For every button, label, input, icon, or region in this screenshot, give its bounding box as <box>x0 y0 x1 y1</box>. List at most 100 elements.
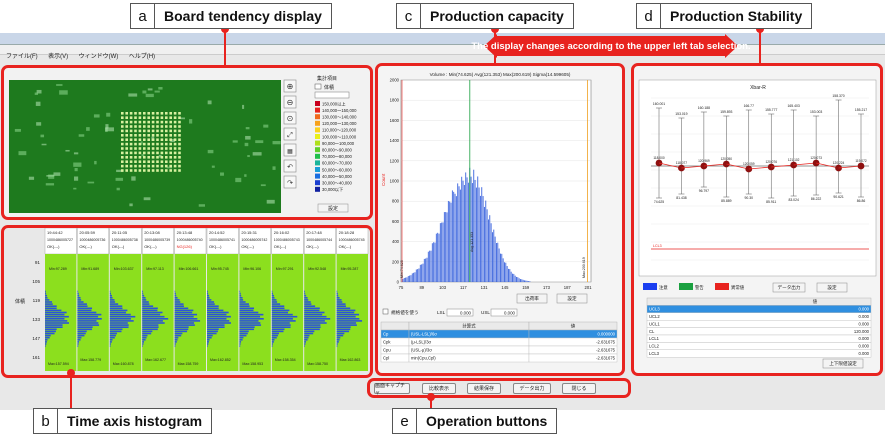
stability-setting-button[interactable] <box>816 282 848 293</box>
time-hist-bin <box>304 305 316 307</box>
board-pad <box>198 204 206 207</box>
time-hist-bin <box>174 315 194 318</box>
zoom-toolbar[interactable]: ⊕ ⊖ ⊙ ⤢ ▦ ↶ ↷ <box>283 79 297 189</box>
redo-icon[interactable] <box>283 175 297 189</box>
stability-table-row[interactable] <box>646 334 872 343</box>
stability-table-row[interactable] <box>646 327 872 336</box>
expand-icon[interactable] <box>283 127 297 141</box>
stability-table-row[interactable] <box>646 342 872 350</box>
capacity-bar <box>475 187 477 282</box>
zoom-fit-icon[interactable] <box>283 111 297 125</box>
bga-pad <box>156 164 159 168</box>
menu-help[interactable]: ヘルプ(H) <box>128 54 156 60</box>
xbar-point[interactable] <box>790 161 798 169</box>
time-hist-bin <box>77 315 99 318</box>
capacity-y-tick: 200 <box>392 259 400 264</box>
data-output-button[interactable]: データ出力 <box>513 383 551 394</box>
capacity-bar <box>450 202 452 282</box>
legend-select[interactable] <box>314 91 350 99</box>
time-hist-column-header[interactable] <box>141 228 174 255</box>
time-hist-column-header[interactable] <box>44 228 77 255</box>
capacity-bar <box>524 280 525 282</box>
time-hist-column-header[interactable] <box>174 228 207 255</box>
time-hist-bin <box>109 326 129 328</box>
label-c-key: c <box>397 4 421 28</box>
menu-file[interactable]: ファイル(F) <box>6 54 38 60</box>
time-hist-column-header[interactable] <box>239 228 271 255</box>
bga-pad <box>129 151 133 155</box>
time-hist-bin <box>142 326 159 328</box>
bga-pad <box>134 112 137 115</box>
capture-button[interactable]: 画面キャプチャ <box>374 383 410 396</box>
legend-check-label: 体積 <box>324 84 334 91</box>
time-hist-column-header[interactable] <box>336 228 369 255</box>
range-top-label: 165.403 <box>788 104 800 108</box>
connector-dot-e <box>427 393 435 401</box>
time-hist-bin <box>239 292 241 295</box>
capacity-bar <box>493 229 495 282</box>
capacity-bar <box>513 273 515 282</box>
save-result-button[interactable]: 結果保存 <box>467 383 501 394</box>
close-button[interactable]: 閉じる <box>562 383 596 394</box>
time-hist-bin <box>239 339 243 341</box>
board-setting-button[interactable] <box>317 203 349 213</box>
xbar-point[interactable] <box>812 159 820 167</box>
board-pad <box>158 87 163 90</box>
capacity-y-tick: 800 <box>392 199 400 204</box>
time-hist-bin <box>336 341 339 343</box>
time-hist-bin <box>336 326 351 328</box>
time-hist-bin <box>239 305 250 307</box>
undo-icon[interactable] <box>283 159 297 173</box>
time-hist-bin <box>109 311 127 314</box>
bga-pad <box>125 156 128 159</box>
menu-window[interactable]: ウィンドウ(W) <box>78 54 119 60</box>
bga-pad <box>173 156 177 159</box>
bga-pad <box>129 116 133 119</box>
capacity-y-tick: 1600 <box>390 118 400 123</box>
stability-data-button[interactable] <box>772 282 806 293</box>
bga-pad <box>121 164 124 168</box>
time-hist-bin <box>271 299 277 301</box>
board-map[interactable] <box>9 80 281 213</box>
time-hist-bin <box>45 294 48 297</box>
use-spec-checkbox[interactable] <box>382 308 389 315</box>
zoom-in-icon[interactable] <box>283 79 297 93</box>
menu-view[interactable]: 表示(V) <box>48 54 69 60</box>
time-hist-column-header[interactable] <box>271 228 304 255</box>
usl-input[interactable] <box>490 308 518 317</box>
capacity-bar <box>506 266 508 282</box>
legend-check[interactable] <box>314 83 322 90</box>
time-hist-min: Min:103.637 <box>114 267 134 271</box>
select-all-icon[interactable] <box>283 143 297 157</box>
time-hist-column-header[interactable] <box>304 228 336 255</box>
capacity-setting-button[interactable] <box>556 293 588 304</box>
time-hist-id: 1000486005743 <box>274 238 300 242</box>
xbar-point[interactable] <box>678 164 685 172</box>
bga-pad <box>178 169 181 172</box>
xbar-point[interactable] <box>857 162 865 170</box>
lsl-input[interactable] <box>446 308 474 317</box>
capacity-bar <box>512 273 513 282</box>
zoom-out-icon[interactable] <box>283 95 297 109</box>
xbar-point[interactable] <box>835 164 842 172</box>
limit-setting-label: 上下限値設定 <box>829 360 857 367</box>
limit-setting-button[interactable] <box>822 358 864 369</box>
time-hist-bin <box>109 305 123 307</box>
stability-table-row[interactable] <box>646 305 872 313</box>
bga-pad <box>156 129 159 133</box>
time-hist-column-header[interactable] <box>206 228 239 255</box>
time-hist-id: 1000486005742 <box>241 238 267 242</box>
bga-pad <box>173 147 177 150</box>
stability-table-row[interactable] <box>646 312 872 321</box>
compare-button[interactable]: 比較表示 <box>422 383 456 394</box>
capacity-bar <box>528 281 529 282</box>
capacity-export-button[interactable] <box>516 293 548 304</box>
time-hist-column-header[interactable] <box>109 228 142 255</box>
capacity-bar <box>410 275 412 282</box>
time-hist-column-header[interactable] <box>77 228 110 255</box>
capacity-table-cell[interactable] <box>528 353 618 363</box>
stability-table-row[interactable] <box>646 349 872 358</box>
board-pad <box>116 187 120 191</box>
time-hist-bin <box>142 341 144 343</box>
stability-table-row[interactable] <box>646 319 872 328</box>
